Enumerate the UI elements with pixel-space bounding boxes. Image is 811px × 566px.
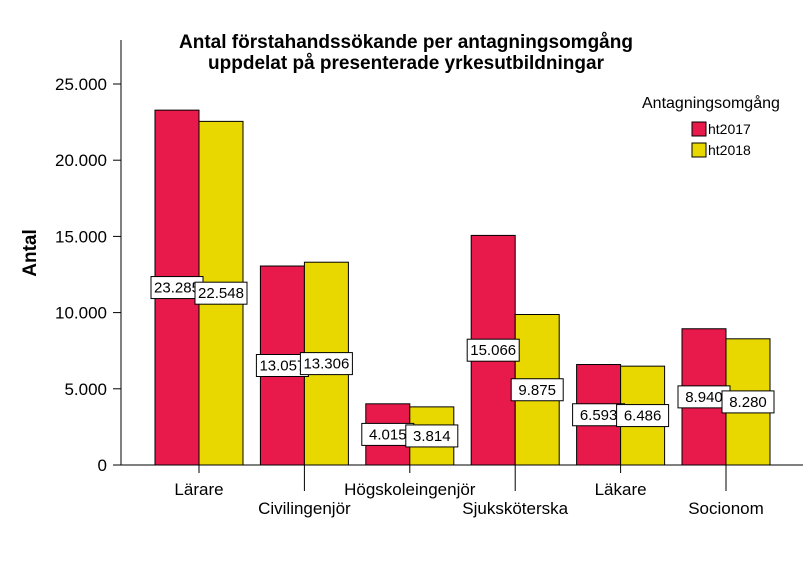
data-label: 6.486 [624, 408, 662, 425]
x-tick-label: Läkare [595, 480, 647, 499]
data-labels: 23.285 13.057 4.015 15.066 6.593 8.940 22.548 1… [150, 276, 775, 448]
legend-label: ht2018 [708, 142, 751, 158]
y-tick-label: 10.000 [55, 304, 107, 323]
legend-title: Antagningsomgång [642, 94, 780, 112]
y-tick-label: 25.000 [55, 75, 107, 94]
y-axis: 0 5.000 10.000 15.000 20.000 25.000 [55, 40, 122, 475]
data-label-box [721, 390, 775, 414]
data-label: 13.306 [303, 356, 349, 373]
legend-label: ht2017 [708, 121, 751, 137]
data-label: 6.593 [580, 407, 618, 424]
chart-title-line: uppdelat på presenterade yrkesutbildning… [208, 53, 605, 74]
x-tick-label: Socionom [688, 499, 764, 518]
data-label: 8.940 [685, 389, 723, 406]
data-label: 15.066 [470, 342, 516, 359]
x-tick-label: Högskoleingenjör [344, 480, 476, 499]
data-label-box [616, 404, 670, 428]
data-label: 22.548 [198, 285, 244, 302]
y-tick-label: 15.000 [55, 227, 107, 246]
x-tick-label: Sjuksköterska [462, 499, 568, 518]
data-label: 8.280 [729, 394, 767, 411]
x-tick-label: Civilingenjör [258, 499, 351, 518]
data-label: 13.057 [259, 358, 305, 375]
data-label-box [194, 281, 248, 305]
data-label-box [405, 424, 459, 448]
y-tick-label: 0 [98, 456, 107, 475]
legend-swatch-ht2018 [691, 142, 707, 158]
y-tick-label: 5.000 [64, 380, 107, 399]
x-axis: Lärare CivilingenjörHögskoleingenjörSjuks… [121, 464, 803, 518]
data-label-box [466, 338, 520, 362]
x-tick-label: Lärare [174, 480, 223, 499]
data-label-box [299, 352, 353, 376]
y-tick-label: 20.000 [55, 151, 107, 170]
data-label-box [510, 378, 564, 402]
data-label: 9.875 [518, 382, 556, 399]
data-label: 23.285 [154, 280, 200, 297]
data-label: 3.814 [413, 428, 451, 445]
legend-swatch-ht2017 [691, 121, 707, 137]
data-label: 4.015 [369, 426, 407, 443]
y-axis-label: Antal [20, 229, 41, 277]
chart-title: Antal förstahandssökande per antagningso… [179, 32, 633, 74]
legend: Antagningsomgång ht2017 ht2018 [642, 94, 780, 158]
chart-title-line: Antal förstahandssökande per antagningso… [179, 32, 633, 53]
